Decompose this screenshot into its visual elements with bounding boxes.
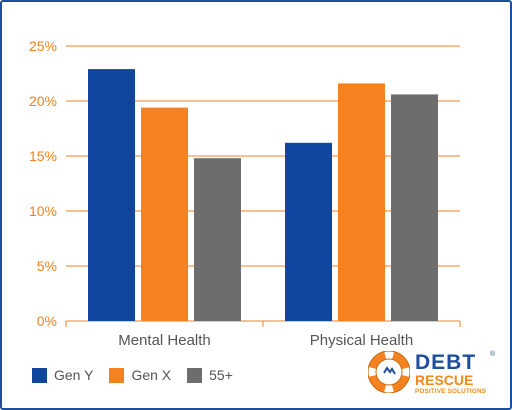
- legend-swatch-gen-x: [109, 367, 125, 383]
- y-tick-label: 20%: [29, 93, 57, 109]
- logo-registered-mark: ®: [490, 351, 496, 358]
- y-tick-label: 5%: [37, 258, 57, 274]
- y-tick-label: 0%: [37, 313, 57, 329]
- y-tick-label: 25%: [29, 38, 57, 54]
- logo-tagline: POSITIVE SOLUTIONS: [415, 388, 487, 395]
- legend-item-gen-x: Gen X: [109, 367, 171, 383]
- legend-swatch-55-plus: [187, 367, 203, 383]
- legend-item-gen-y: Gen Y: [32, 367, 93, 383]
- x-tick-label: Physical Health: [310, 332, 413, 349]
- bar-gen-x-mental-health: [141, 107, 188, 321]
- logo-sub-text: RESCUE: [415, 372, 474, 388]
- bar-55--mental-health: [194, 158, 241, 321]
- bar-gen-y-mental-health: [88, 69, 135, 321]
- y-tick-label: 15%: [29, 148, 57, 164]
- life-ring-icon: [368, 351, 410, 393]
- legend: Gen Y Gen X 55+: [32, 364, 233, 386]
- x-tick-label: Mental Health: [118, 332, 211, 349]
- legend-swatch-gen-y: [32, 367, 47, 383]
- legend-label-gen-y: Gen Y: [54, 367, 94, 383]
- bar-gen-x-physical-health: [338, 83, 385, 322]
- legend-label-55-plus: 55+: [209, 367, 233, 383]
- legend-label-gen-x: Gen X: [131, 367, 172, 383]
- logo-main-text: DEBT: [415, 351, 477, 374]
- y-tick-label: 10%: [29, 203, 57, 219]
- bar-gen-y-physical-health: [285, 142, 332, 321]
- bar-55--physical-health: [391, 94, 438, 322]
- debt-rescue-logo: DEBT ® RESCUE POSITIVE SOLUTIONS: [368, 351, 500, 399]
- legend-item-55-plus: 55+: [187, 367, 233, 383]
